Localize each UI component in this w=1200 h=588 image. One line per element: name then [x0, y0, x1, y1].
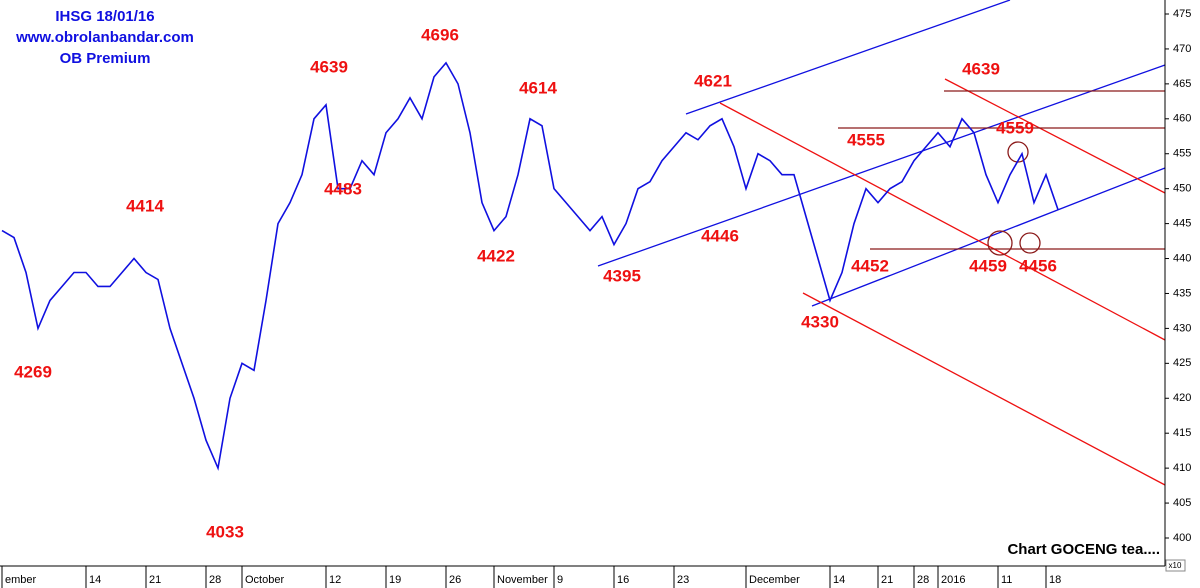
y-tick-label: 405 [1173, 497, 1191, 509]
price-annotation: 4422 [477, 246, 515, 265]
x-tick-label: 21 [149, 574, 161, 586]
y-tick-label: 455 [1173, 148, 1191, 160]
y-unit-label: x10 [1169, 561, 1182, 570]
y-tick-label: 440 [1173, 252, 1191, 264]
y-tick-label: 475 [1173, 8, 1191, 20]
price-annotation: 4639 [310, 57, 348, 76]
x-tick-label: October [245, 574, 284, 586]
price-annotation: 4621 [694, 71, 732, 90]
x-tick-label: 2016 [941, 574, 965, 586]
price-annotation: 4395 [603, 266, 641, 285]
marker-circle [1019, 232, 1041, 254]
price-annotation: 4456 [1019, 256, 1057, 275]
price-annotation: 4555 [847, 130, 885, 149]
x-tick-label: 23 [677, 574, 689, 586]
footer: Chart GOCENG tea.... [1007, 541, 1160, 558]
channel-line [597, 64, 1166, 267]
x-tick-label: November [497, 574, 548, 586]
channel-line [802, 292, 1166, 486]
subtitle: OB Premium [60, 50, 151, 67]
price-annotation: 4414 [126, 196, 164, 215]
x-tick-label: ember [5, 574, 37, 586]
price-annotation: 4614 [519, 78, 557, 97]
x-tick-label: 16 [617, 574, 629, 586]
x-tick-label: 28 [917, 574, 929, 586]
price-annotation: 4559 [996, 118, 1034, 137]
title: IHSG 18/01/16 [55, 8, 154, 25]
x-tick-label: 14 [89, 574, 101, 586]
x-tick-label: 28 [209, 574, 221, 586]
trend-lines [597, 0, 1166, 486]
y-tick-label: 445 [1173, 218, 1191, 230]
y-tick-label: 420 [1173, 392, 1191, 404]
price-annotation: 4452 [851, 256, 889, 275]
x-tick-label: December [749, 574, 800, 586]
x-tick-label: 12 [329, 574, 341, 586]
x-tick-label: 9 [557, 574, 563, 586]
price-annotation: 4330 [801, 312, 839, 331]
price-line [1, 61, 1059, 471]
y-tick-label: 450 [1173, 183, 1191, 195]
channel-line [719, 102, 1166, 341]
channel-line [811, 167, 1166, 307]
y-tick-label: 415 [1173, 427, 1191, 439]
y-tick-label: 460 [1173, 113, 1191, 125]
channel-line [685, 0, 1011, 115]
y-tick-label: 465 [1173, 78, 1191, 90]
price-annotation: 4459 [969, 256, 1007, 275]
y-tick-label: 400 [1173, 532, 1191, 544]
y-tick-label: 470 [1173, 43, 1191, 55]
x-tick-label: 14 [833, 574, 845, 586]
x-tick-label: 11 [1001, 574, 1012, 586]
x-tick-label: 18 [1049, 574, 1061, 586]
price-annotation: 4033 [206, 522, 244, 541]
y-tick-label: 430 [1173, 322, 1191, 334]
price-annotation: 4483 [324, 179, 362, 198]
subtitle: www.obrolanbandar.com [15, 29, 194, 46]
x-tick-label: 26 [449, 574, 461, 586]
price-annotation: 4269 [14, 362, 52, 381]
channel-line [944, 78, 1166, 194]
price-annotation: 4446 [701, 226, 739, 245]
y-tick-label: 435 [1173, 287, 1191, 299]
price-annotation: 4639 [962, 59, 1000, 78]
y-tick-label: 410 [1173, 462, 1191, 474]
price-annotation: 4696 [421, 25, 459, 44]
x-tick-label: 21 [881, 574, 893, 586]
y-tick-label: 425 [1173, 357, 1191, 369]
x-tick-label: 19 [389, 574, 401, 586]
marker-circle [987, 230, 1013, 256]
unit-box [1165, 559, 1186, 572]
